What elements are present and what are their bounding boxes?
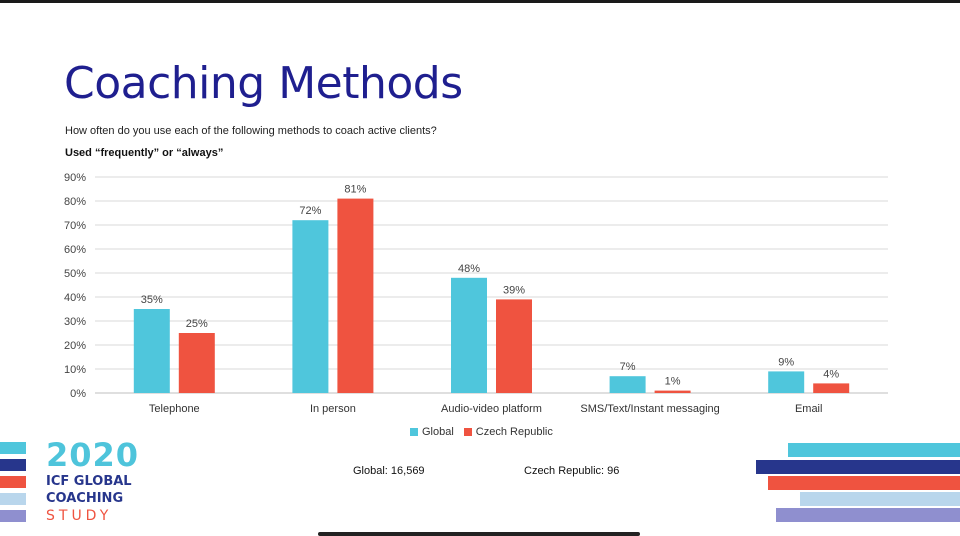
logo-line-study: STUDY — [46, 508, 113, 524]
logo-stripe-cyan — [0, 442, 26, 454]
data-label: 48% — [458, 263, 480, 275]
bar-czech — [178, 333, 215, 393]
legend-swatch-czech — [463, 428, 472, 436]
data-label: 81% — [344, 184, 366, 196]
data-label: 39% — [503, 284, 525, 296]
y-tick-label: 20% — [64, 340, 86, 352]
data-label: 7% — [620, 361, 636, 373]
legend-item-czech: Czech Republic — [463, 426, 553, 438]
page-title: Coaching Methods — [64, 58, 463, 109]
legend-label-global: Global — [422, 426, 454, 438]
bar-czech — [496, 299, 532, 393]
logo-stripe-lavender — [0, 510, 26, 522]
y-tick-label: 0% — [70, 388, 86, 400]
bar-chart: 0% 10% 20% 30% 40% 50% 60% 70% 80% 90% 35% 25% Telep… — [64, 172, 888, 415]
legend-label-czech: Czech Republic — [475, 426, 553, 438]
y-tick-label: 90% — [64, 172, 86, 184]
data-label: 35% — [141, 294, 163, 306]
logo-line-coaching: COACHING — [46, 491, 124, 506]
bar-global — [768, 371, 805, 393]
logo-stripe-navy — [0, 459, 26, 471]
data-label: 9% — [778, 356, 794, 368]
bar-global — [133, 309, 170, 393]
data-label: 72% — [299, 205, 321, 217]
data-label: 4% — [823, 368, 839, 380]
deco-stripe-navy — [756, 460, 960, 474]
bar-global — [609, 376, 646, 393]
chart-legend: Global Czech Republic — [410, 426, 553, 438]
x-category-label: Telephone — [149, 403, 200, 415]
logo-line-icf-global: ICF GLOBAL — [46, 474, 132, 489]
bar-global — [292, 220, 329, 393]
y-tick-label: 30% — [64, 316, 86, 328]
bar-czech — [654, 390, 691, 393]
logo-year: 2020 — [46, 436, 140, 474]
bar-czech — [813, 383, 850, 393]
y-tick-label: 70% — [64, 220, 86, 232]
x-category-label: Email — [795, 403, 823, 415]
deco-stripe-lightblue — [800, 492, 960, 506]
bar-czech — [337, 198, 374, 393]
x-category-label: In person — [310, 403, 356, 415]
legend-swatch-global — [410, 428, 418, 436]
deco-stripe-cyan — [788, 443, 960, 457]
x-category-label: SMS/Text/Instant messaging — [580, 403, 719, 415]
legend-item-global: Global — [410, 426, 454, 438]
chart-subtitle: Used “frequently” or “always” — [65, 147, 224, 159]
y-tick-label: 80% — [64, 196, 86, 208]
survey-question: How often do you use each of the followi… — [65, 125, 437, 137]
logo-stripe-red — [0, 476, 26, 488]
deco-stripe-red — [768, 476, 960, 490]
y-tick-label: 50% — [64, 268, 86, 280]
sample-size-czech: Czech Republic: 96 — [524, 465, 620, 477]
data-label: 25% — [186, 318, 208, 330]
top-border — [0, 0, 960, 3]
bottom-scroll-bar — [318, 532, 640, 536]
y-tick-label: 60% — [64, 244, 86, 256]
y-tick-label: 40% — [64, 292, 86, 304]
logo-stripe-lightblue — [0, 493, 26, 505]
deco-stripe-lavender — [776, 508, 960, 522]
bar-global — [451, 277, 487, 393]
sample-size-global: Global: 16,569 — [353, 465, 425, 477]
y-tick-label: 10% — [64, 364, 86, 376]
data-label: 1% — [665, 376, 681, 388]
x-category-label: Audio-video platform — [441, 403, 542, 415]
